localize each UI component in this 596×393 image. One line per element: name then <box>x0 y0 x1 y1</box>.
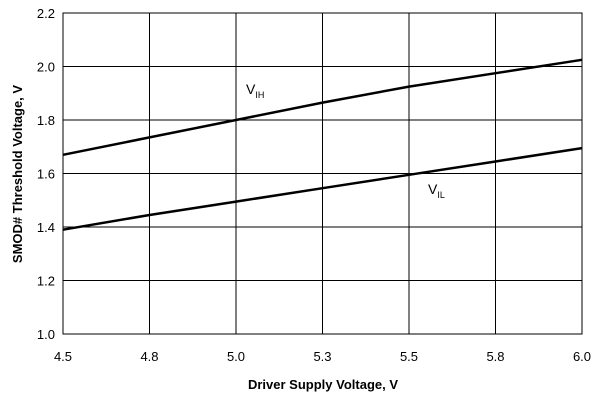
y-tick-label: 2.0 <box>37 60 55 75</box>
x-tick-label: 5.0 <box>227 349 245 364</box>
series-line-vil <box>62 146 583 231</box>
series-label-vih: VIH <box>246 81 264 100</box>
x-tick-label: 5.8 <box>486 349 504 364</box>
plot-frame <box>62 12 583 335</box>
x-tick-labels: 4.5 4.8 5.0 5.3 5.5 5.8 6.0 <box>54 349 591 364</box>
y-tick-label: 1.6 <box>37 167 55 182</box>
x-tick-label: 5.3 <box>313 349 331 364</box>
x-tick-label: 4.5 <box>54 349 72 364</box>
y-tick-label: 1.8 <box>37 113 55 128</box>
y-tick-label: 2.2 <box>37 6 55 21</box>
x-tick-label: 4.8 <box>140 349 158 364</box>
y-tick-label: 1.0 <box>37 327 55 342</box>
y-axis-title: SMOD# Threshold Voltage, V <box>10 85 25 264</box>
y-tick-label: 1.2 <box>37 274 55 289</box>
series-lines <box>62 58 583 231</box>
y-tick-labels: 1.0 1.2 1.4 1.6 1.8 2.0 2.2 <box>37 6 55 342</box>
y-tick-label: 1.4 <box>37 220 55 235</box>
x-axis-title: Driver Supply Voltage, V <box>248 377 398 392</box>
series-label-vil: VIL <box>428 181 445 200</box>
x-tick-label: 6.0 <box>573 349 591 364</box>
series-line-vih <box>62 58 583 157</box>
grid <box>62 12 583 335</box>
x-tick-label: 5.5 <box>400 349 418 364</box>
